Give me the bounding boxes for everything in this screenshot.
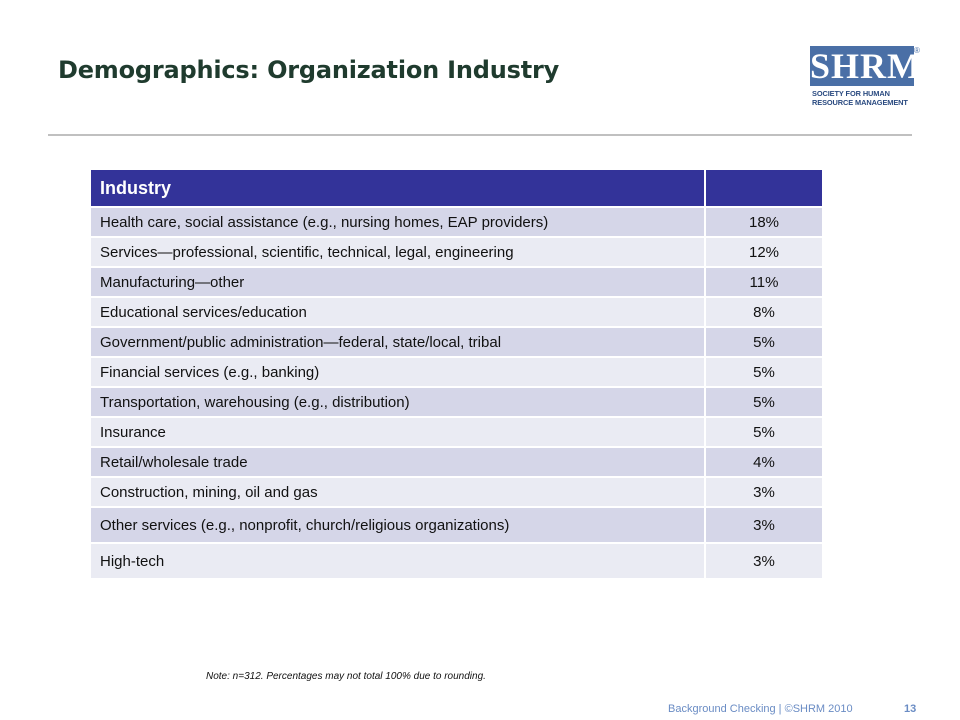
industry-percent: 18%	[704, 206, 824, 238]
industry-percent: 5%	[704, 356, 824, 388]
table-body: Health care, social assistance (e.g., nu…	[89, 206, 824, 580]
table-row: Construction, mining, oil and gas 3%	[89, 476, 824, 508]
logo-subtitle-line2: RESOURCE MANAGEMENT	[812, 98, 908, 107]
table-row: High-tech 3%	[89, 542, 824, 580]
table-row: Insurance 5%	[89, 416, 824, 448]
table-header-row: Industry	[89, 168, 824, 208]
industry-percent: 5%	[704, 386, 824, 418]
table-row: Manufacturing—other 11%	[89, 266, 824, 298]
industry-percent: 11%	[704, 266, 824, 298]
industry-label: Construction, mining, oil and gas	[89, 476, 706, 508]
industry-label: Government/public administration—federal…	[89, 326, 706, 358]
table-row: Services—professional, scientific, techn…	[89, 236, 824, 268]
logo-subtitle: SOCIETY FOR HUMAN RESOURCE MANAGEMENT	[812, 89, 916, 107]
industry-percent: 3%	[704, 476, 824, 508]
industry-label: Financial services (e.g., banking)	[89, 356, 706, 388]
table-row: Transportation, warehousing (e.g., distr…	[89, 386, 824, 418]
industry-label: Retail/wholesale trade	[89, 446, 706, 478]
footnote: Note: n=312. Percentages may not total 1…	[206, 671, 486, 682]
table-row: Health care, social assistance (e.g., nu…	[89, 206, 824, 238]
industry-label: Manufacturing—other	[89, 266, 706, 298]
industry-label: Insurance	[89, 416, 706, 448]
industry-label: Services—professional, scientific, techn…	[89, 236, 706, 268]
title-divider	[48, 134, 912, 136]
slide-title: Demographics: Organization Industry	[58, 56, 560, 84]
table-row: Financial services (e.g., banking) 5%	[89, 356, 824, 388]
industry-percent: 5%	[704, 326, 824, 358]
industry-percent: 3%	[704, 506, 824, 544]
page-number: 13	[904, 703, 917, 715]
table-row: Government/public administration—federal…	[89, 326, 824, 358]
industry-percent: 4%	[704, 446, 824, 478]
industry-label: Transportation, warehousing (e.g., distr…	[89, 386, 706, 418]
industry-label: Health care, social assistance (e.g., nu…	[89, 206, 706, 238]
table-row: Educational services/education 8%	[89, 296, 824, 328]
table-header-industry: Industry	[89, 168, 706, 208]
shrm-logo: SHRM ® SOCIETY FOR HUMAN RESOURCE MANAGE…	[810, 46, 922, 114]
logo-registered-mark: ®	[914, 46, 920, 55]
industry-percent: 5%	[704, 416, 824, 448]
industry-percent: 8%	[704, 296, 824, 328]
table-row: Other services (e.g., nonprofit, church/…	[89, 506, 824, 544]
industry-label: Educational services/education	[89, 296, 706, 328]
table-header-value	[704, 168, 824, 208]
industry-label: High-tech	[89, 542, 706, 580]
industry-label: Other services (e.g., nonprofit, church/…	[89, 506, 706, 544]
industry-percent: 12%	[704, 236, 824, 268]
logo-wordmark: SHRM	[810, 46, 922, 86]
industry-percent: 3%	[704, 542, 824, 580]
footer-text: Background Checking | ©SHRM 2010	[668, 703, 853, 715]
industry-table: Industry Health care, social assistance …	[89, 168, 824, 580]
logo-subtitle-line1: SOCIETY FOR HUMAN	[812, 89, 890, 98]
table-row: Retail/wholesale trade 4%	[89, 446, 824, 478]
